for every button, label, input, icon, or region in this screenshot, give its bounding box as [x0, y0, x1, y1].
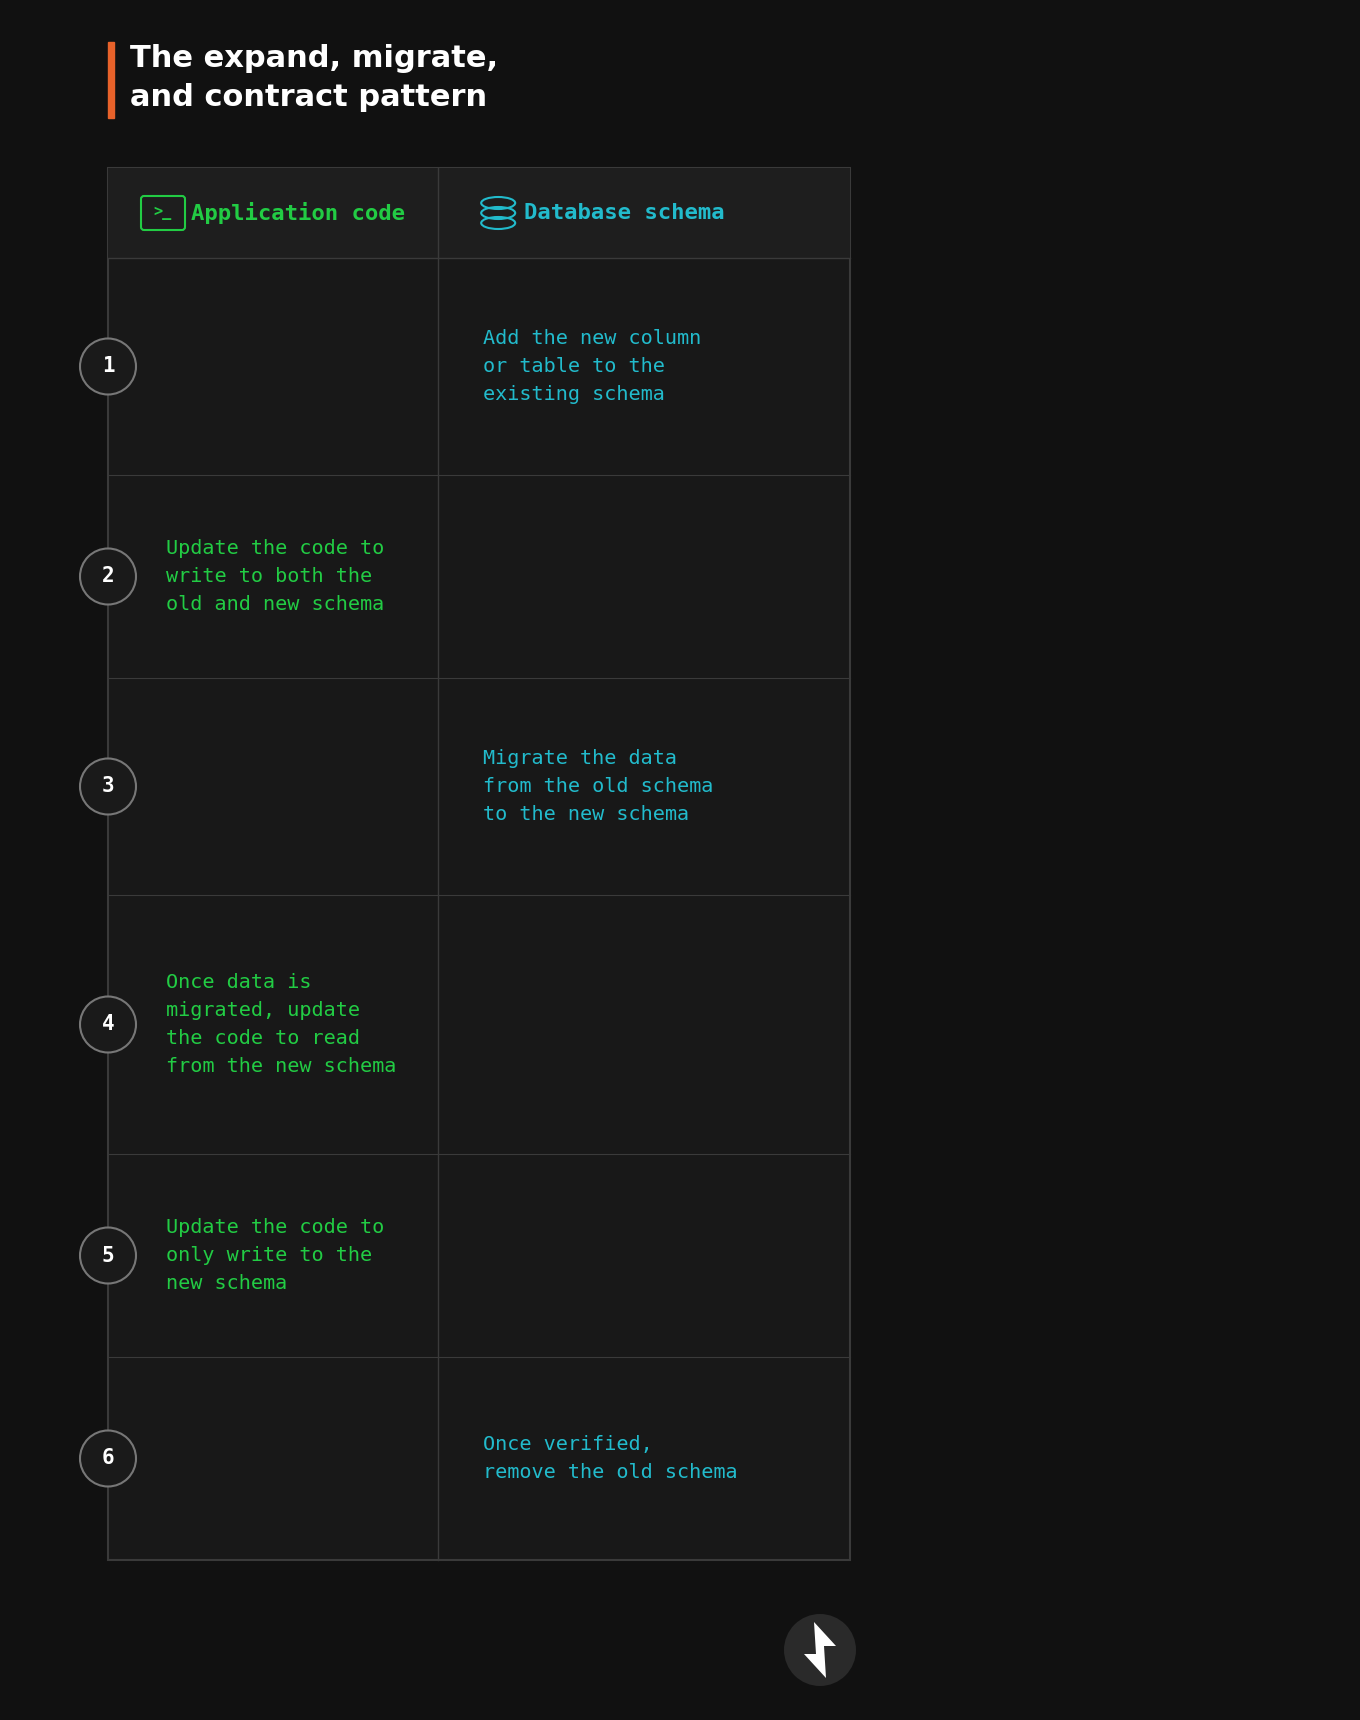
Circle shape — [80, 339, 136, 394]
Text: Once data is
migrated, update
the code to read
from the new schema: Once data is migrated, update the code t… — [166, 974, 396, 1077]
Circle shape — [80, 549, 136, 604]
Circle shape — [80, 759, 136, 815]
Bar — [107, 169, 850, 258]
Text: 3: 3 — [102, 776, 114, 796]
Text: 2: 2 — [102, 566, 114, 587]
Circle shape — [80, 996, 136, 1053]
Text: 1: 1 — [102, 356, 114, 377]
Text: 4: 4 — [102, 1015, 114, 1034]
Text: Migrate the data
from the old schema
to the new schema: Migrate the data from the old schema to … — [483, 748, 714, 824]
Bar — [107, 169, 850, 1560]
Text: Add the new column
or table to the
existing schema: Add the new column or table to the exist… — [483, 329, 702, 404]
Text: The expand, migrate,
and contract pattern: The expand, migrate, and contract patter… — [131, 45, 498, 112]
Polygon shape — [804, 1622, 836, 1679]
Text: Update the code to
only write to the
new schema: Update the code to only write to the new… — [166, 1218, 385, 1293]
Circle shape — [80, 1431, 136, 1486]
Text: >_: >_ — [154, 205, 173, 220]
Text: Application code: Application code — [190, 201, 405, 224]
Text: Database schema: Database schema — [524, 203, 725, 224]
Circle shape — [783, 1613, 855, 1686]
Text: 6: 6 — [102, 1448, 114, 1469]
Text: Once verified,
remove the old schema: Once verified, remove the old schema — [483, 1434, 738, 1483]
Text: 5: 5 — [102, 1245, 114, 1266]
Circle shape — [80, 1228, 136, 1283]
Text: Update the code to
write to both the
old and new schema: Update the code to write to both the old… — [166, 538, 385, 614]
Bar — [107, 41, 114, 119]
